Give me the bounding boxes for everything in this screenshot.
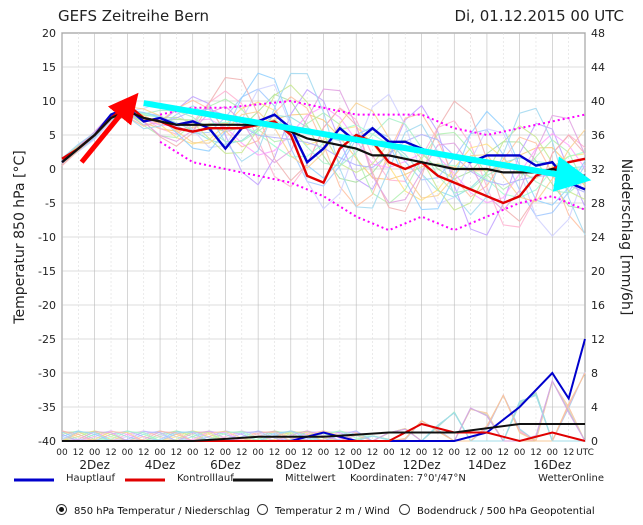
- x-day-label: 6Dez: [210, 458, 241, 472]
- tick-label-left: -15: [38, 265, 56, 278]
- annotation-arrow: [79, 92, 139, 164]
- ensemble-member-line: [61, 108, 586, 199]
- tick-label-right: 36: [591, 129, 605, 142]
- x-hour-label: 00: [350, 448, 362, 458]
- x-hour-label: 12: [530, 448, 541, 458]
- x-hour-label: 12: [399, 448, 410, 458]
- x-hour-label: 00: [285, 448, 297, 458]
- option-temperatur-2m[interactable]: Temperatur 2 m / Wind: [257, 504, 390, 517]
- chart-title: GEFS Zeitreihe Bern: [58, 7, 209, 25]
- tick-label-right: 44: [591, 61, 605, 74]
- tick-label-right: 0: [591, 435, 598, 448]
- chart-option-group: 850 hPa Temperatur / Niederschlag Temper…: [0, 500, 643, 522]
- precip-line-mittelwert: [62, 423, 585, 442]
- option-label: Temperatur 2 m / Wind: [275, 506, 390, 517]
- tick-label-left: -5: [45, 197, 56, 210]
- x-hour-label: 00: [220, 448, 232, 458]
- tick-label-right: 40: [591, 95, 605, 108]
- x-hour-label: 12: [236, 448, 247, 458]
- ensemble-member-line: [61, 105, 586, 204]
- x-hour-label: UTC: [576, 448, 594, 458]
- tick-label-left: -25: [38, 333, 56, 346]
- radio-icon[interactable]: [399, 504, 410, 515]
- annotation-arrow: [143, 100, 592, 192]
- tick-label-left: 5: [49, 129, 56, 142]
- tick-label-right: 12: [591, 333, 605, 346]
- tick-label-right: 28: [591, 197, 605, 210]
- ensemble-envelope-line: [159, 140, 586, 232]
- x-hour-label: 12: [203, 448, 214, 458]
- x-hour-label: 12: [301, 448, 312, 458]
- tick-label-right: 8: [591, 367, 598, 380]
- x-hour-label: 12: [367, 448, 378, 458]
- chart-datetime: Di, 01.12.2015 00 UTC: [455, 7, 625, 25]
- tick-label-right: 32: [591, 163, 605, 176]
- radio-icon[interactable]: [257, 504, 268, 515]
- x-hour-label: 00: [449, 448, 461, 458]
- tick-label-right: 48: [591, 27, 605, 40]
- ensemble-member-line: [61, 109, 586, 194]
- tick-label-left: -10: [38, 231, 56, 244]
- source-label: WetterOnline: [538, 473, 604, 484]
- tick-label-right: 16: [591, 299, 605, 312]
- x-hour-label: 00: [514, 448, 526, 458]
- x-hour-label: 00: [252, 448, 264, 458]
- x-day-label: 2Dez: [79, 458, 110, 472]
- x-hour-label: 00: [481, 448, 493, 458]
- x-hour-label: 12: [269, 448, 280, 458]
- option-bodendruck[interactable]: Bodendruck / 500 hPa Geopotential: [399, 504, 595, 517]
- x-day-label: 4Dez: [145, 458, 176, 472]
- x-hour-label: 00: [383, 448, 395, 458]
- legend-label: Kontrolllauf: [177, 473, 234, 484]
- x-day-label: 12Dez: [402, 458, 440, 472]
- ensemble-member-line: [61, 72, 586, 211]
- ensemble-member-line: [61, 88, 586, 211]
- radio-selected-icon[interactable]: [56, 504, 67, 515]
- tick-label-left: 10: [42, 95, 56, 108]
- option-label: Bodendruck / 500 hPa Geopotential: [417, 506, 595, 517]
- tick-label-right: 20: [591, 265, 605, 278]
- x-hour-label: 00: [416, 448, 428, 458]
- x-hour-label: 12: [138, 448, 149, 458]
- x-hour-label: 00: [122, 448, 134, 458]
- tick-label-left: 15: [42, 61, 56, 74]
- gefs-chart: 20151050-5-10-15-20-25-30-35-40484440363…: [12, 7, 634, 484]
- option-label: 850 hPa Temperatur / Niederschlag: [74, 506, 250, 517]
- y-axis-label-right: Niederschlag [mm/6h]: [618, 159, 634, 316]
- x-hour-label: 12: [563, 448, 574, 458]
- legend-label: Hauptlauf: [66, 473, 115, 484]
- coordinates-label: Koordinaten: 7°0'/47°N: [350, 473, 466, 484]
- x-hour-label: 00: [154, 448, 166, 458]
- option-850hpa-temperatur[interactable]: 850 hPa Temperatur / Niederschlag: [56, 504, 250, 517]
- x-hour-label: 00: [187, 448, 199, 458]
- tick-label-right: 24: [591, 231, 605, 244]
- x-hour-label: 12: [171, 448, 182, 458]
- tick-label-left: -40: [38, 435, 56, 448]
- ensemble-envelope-line: [159, 99, 586, 137]
- x-day-label: 8Dez: [276, 458, 307, 472]
- x-hour-label: 12: [73, 448, 84, 458]
- tick-label-left: 0: [49, 163, 56, 176]
- x-hour-label: 12: [498, 448, 509, 458]
- tick-label-right: 4: [591, 401, 598, 414]
- legend-label: Mittelwert: [285, 473, 336, 484]
- x-hour-label: 12: [465, 448, 476, 458]
- x-hour-label: 00: [89, 448, 101, 458]
- x-hour-label: 12: [105, 448, 116, 458]
- x-day-label: 10Dez: [337, 458, 375, 472]
- x-hour-label: 12: [432, 448, 443, 458]
- tick-label-left: 20: [42, 27, 56, 40]
- ensemble-member-line: [61, 72, 586, 235]
- tick-label-left: -35: [38, 401, 56, 414]
- tick-label-left: -30: [38, 367, 56, 380]
- x-hour-label: 12: [334, 448, 345, 458]
- y-axis-label-left: Temperatur 850 hPa [°C]: [12, 150, 28, 324]
- x-day-label: 14Dez: [468, 458, 506, 472]
- x-hour-label: 00: [318, 448, 330, 458]
- x-day-label: 16Dez: [533, 458, 571, 472]
- temperature-line-mittelwert: [61, 110, 586, 177]
- x-hour-label: 00: [56, 448, 68, 458]
- tick-label-left: -20: [38, 299, 56, 312]
- x-hour-label: 00: [547, 448, 559, 458]
